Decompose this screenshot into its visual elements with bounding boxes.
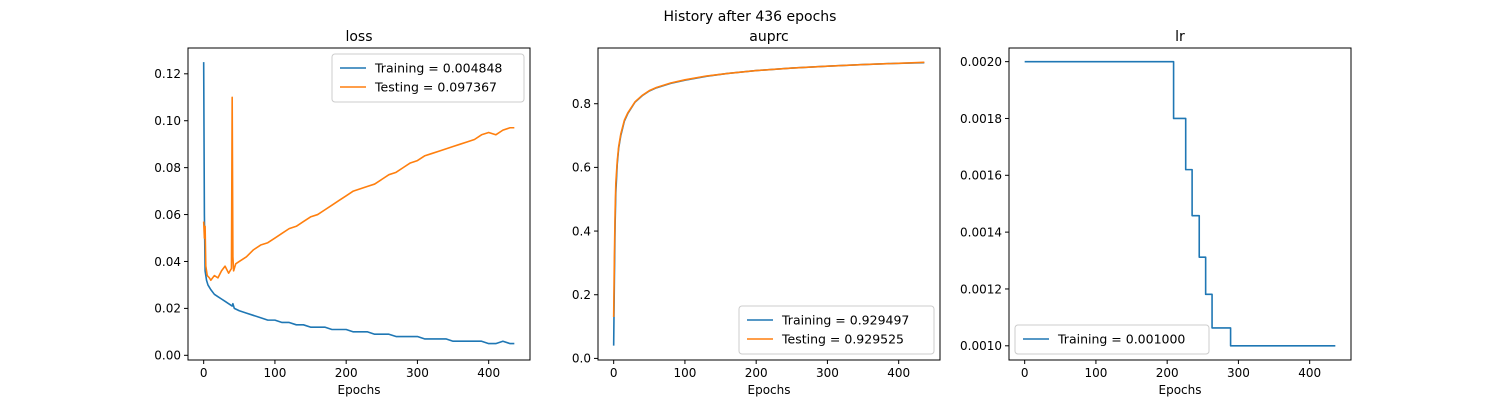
series-line-0: [202, 62, 515, 345]
x-tick-label: 200: [1156, 366, 1179, 380]
x-tick-label: 100: [263, 366, 286, 380]
plot-frame: [597, 47, 941, 361]
y-tick-label: 0.02: [154, 302, 181, 316]
x-tick-label: 0: [200, 366, 208, 380]
x-axis-title: Epochs: [338, 383, 381, 397]
y-tick-label: 0.06: [154, 208, 181, 222]
y-tick-label: 0.6: [572, 161, 591, 175]
panel-auprc: auprc 0 100 200 300 400 0.0 0.2 0.4 0.6 0.8 Epochs T…: [572, 29, 941, 397]
legend: Training = 0.001000: [1014, 324, 1210, 355]
legend-label: Testing = 0.097367: [374, 80, 497, 95]
y-tick-label: 0.08: [154, 161, 181, 175]
y-tick-label: 0.0012: [960, 282, 1002, 296]
y-tick-label: 0.0: [572, 352, 591, 366]
x-tick-label: 200: [745, 366, 768, 380]
panel-title: lr: [1175, 29, 1185, 45]
legend-label: Training = 0.001000: [1057, 332, 1185, 347]
x-axis-title: Epochs: [1159, 383, 1202, 397]
series-line-1: [612, 61, 925, 318]
x-tick-label: 0: [610, 366, 618, 380]
y-tick-label: 0.04: [154, 255, 181, 269]
x-axis-title: Epochs: [748, 383, 791, 397]
x-tick-label: 200: [335, 366, 358, 380]
y-tick-label: 0.0010: [960, 339, 1002, 353]
legend-label: Training = 0.004848: [374, 61, 502, 76]
x-tick-label: 300: [816, 366, 839, 380]
legend: Training = 0.929497 Testing = 0.929525: [738, 305, 935, 355]
x-tick-label: 400: [887, 366, 910, 380]
legend-box: [331, 53, 525, 103]
y-tick-label: 0.4: [572, 224, 591, 238]
x-tick-label: 300: [1227, 366, 1250, 380]
panel-title: auprc: [749, 29, 788, 45]
panel-title: loss: [345, 29, 372, 45]
y-tick-label: 0.0018: [960, 112, 1002, 126]
plot-frame: [1008, 47, 1352, 361]
legend-box: [1014, 324, 1210, 355]
y-tick-label: 0.0014: [960, 225, 1002, 239]
x-tick-label: 0: [1021, 366, 1029, 380]
x-tick-label: 400: [1298, 366, 1321, 380]
y-tick-label: 0.8: [572, 97, 591, 111]
legend: Training = 0.004848 Testing = 0.097367: [331, 53, 525, 103]
x-tick-label: 100: [673, 366, 696, 380]
legend-box: [738, 305, 935, 355]
y-tick-label: 0.12: [154, 67, 181, 81]
y-tick-label: 0.0016: [960, 169, 1002, 183]
panel-lr: lr 0 100 200 300 400 0.0010 0.0012 0.0014 0.0016 0…: [960, 29, 1352, 397]
series-line-1: [202, 96, 515, 282]
series-line-0: [1024, 60, 1336, 347]
legend-label: Training = 0.929497: [781, 313, 909, 328]
y-tick-label: 0.10: [154, 114, 181, 128]
y-tick-label: 0.2: [572, 288, 591, 302]
figure-title: History after 436 epochs: [664, 9, 837, 25]
x-tick-label: 400: [477, 366, 500, 380]
x-tick-label: 300: [406, 366, 429, 380]
x-tick-label: 100: [1084, 366, 1107, 380]
legend-label: Testing = 0.929525: [781, 332, 904, 347]
panel-loss: loss 0 100 200 300 400 0.00 0.02 0.04 0.06 0.08 0.1…: [154, 29, 531, 397]
y-tick-label: 0.00: [154, 349, 181, 363]
y-tick-label: 0.0020: [960, 55, 1002, 69]
plot-frame: [187, 47, 531, 361]
